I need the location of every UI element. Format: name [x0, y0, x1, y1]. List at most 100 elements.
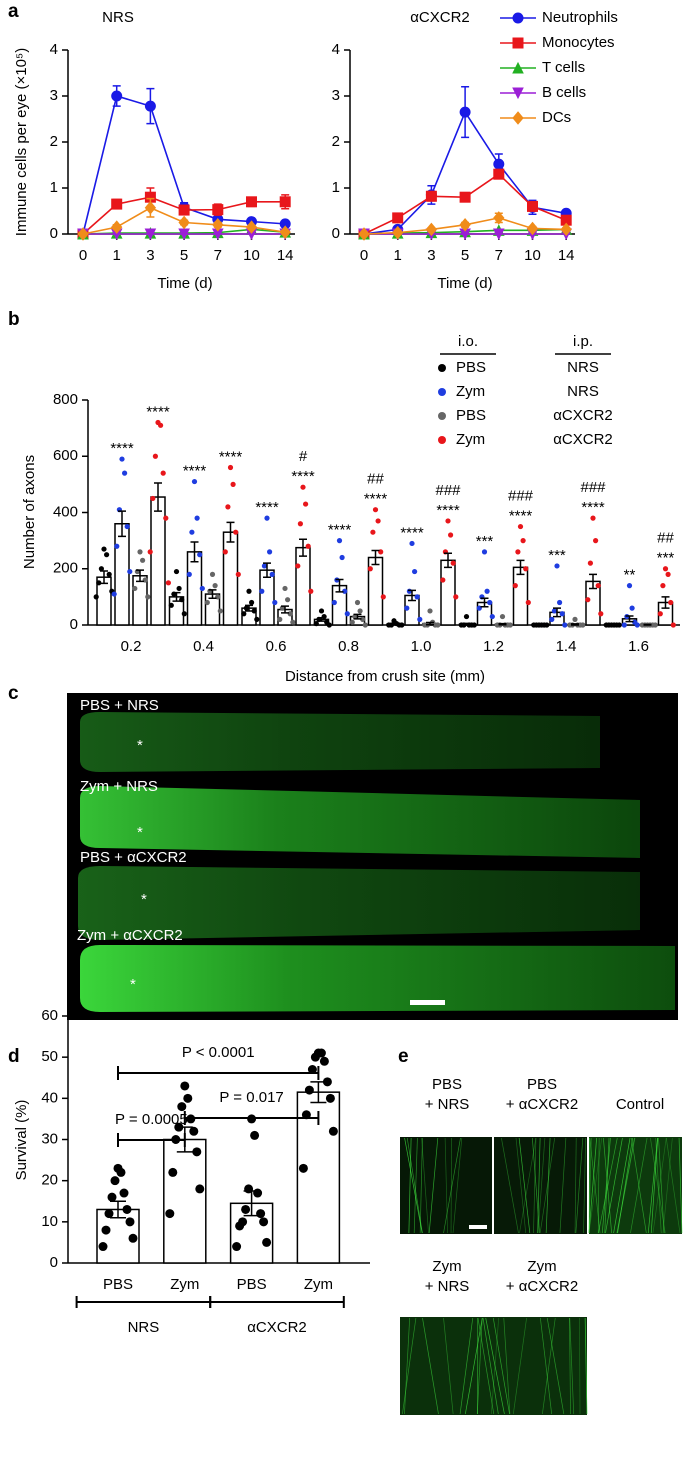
fiber — [630, 1137, 648, 1234]
x-tick-label: 1.0 — [411, 638, 432, 655]
x-tick-label: 1.4 — [556, 638, 577, 655]
significance-stars: **** — [291, 468, 315, 485]
data-point — [132, 585, 138, 592]
data-point — [626, 583, 633, 589]
fiber — [452, 1137, 463, 1234]
error-bar — [589, 573, 597, 590]
significance-stars: **** — [436, 502, 460, 519]
legend-label: Zym — [456, 383, 485, 400]
error-bar — [208, 589, 217, 600]
significance-stars: **** — [509, 508, 533, 525]
x-tick-label: 5 — [461, 247, 469, 264]
data-point — [304, 1085, 314, 1095]
x-tick-label: 0 — [360, 247, 368, 264]
data-point — [195, 1184, 205, 1194]
data-point — [331, 599, 337, 606]
data-point — [168, 602, 174, 608]
x-tick-label: Zym — [170, 1276, 199, 1293]
data-point — [165, 1209, 175, 1219]
data-point — [307, 1065, 317, 1075]
bar — [114, 523, 130, 626]
marker — [279, 225, 291, 239]
fiber — [537, 1137, 541, 1234]
panel-label: b — [8, 309, 20, 330]
fiber — [404, 1317, 411, 1415]
fiber — [665, 1137, 681, 1234]
y-tick-label: 50 — [41, 1048, 58, 1065]
marker — [493, 168, 505, 180]
fiber — [515, 1137, 527, 1234]
image-tile — [400, 1317, 587, 1415]
y-tick-label: 200 — [53, 560, 78, 577]
data-point — [412, 568, 418, 575]
data-point — [380, 594, 386, 600]
x-tick-label: Zym — [304, 1276, 333, 1293]
data-point — [448, 532, 454, 538]
y-tick-label: 30 — [41, 1130, 58, 1147]
data-point — [515, 549, 521, 555]
marker — [144, 228, 157, 241]
group-bracket — [209, 1296, 345, 1308]
error-bar — [100, 570, 108, 585]
fiber — [588, 1137, 591, 1234]
data-point — [297, 521, 303, 527]
y-tick-label: 40 — [41, 1089, 58, 1106]
x-tick-label: 10 — [243, 247, 260, 264]
data-point — [232, 1242, 242, 1252]
fiber — [490, 1317, 500, 1415]
nerve — [80, 712, 600, 772]
marker — [493, 211, 505, 225]
data-point — [362, 622, 368, 628]
fiber — [603, 1137, 612, 1234]
data-point — [587, 560, 594, 566]
legend-label: Zym — [456, 431, 485, 448]
data-point — [189, 529, 195, 535]
data-point — [300, 484, 306, 490]
image-label: + αCXCR2 — [506, 1278, 578, 1295]
legend-marker — [438, 388, 446, 396]
marker — [560, 222, 572, 237]
data-point — [192, 1147, 202, 1157]
fiber — [588, 1137, 598, 1234]
marker — [459, 218, 471, 232]
error-bar — [299, 538, 307, 557]
data-point — [357, 608, 363, 614]
data-point — [489, 613, 495, 620]
y-tick-label: 3 — [332, 87, 340, 104]
fiber — [604, 1137, 610, 1234]
image-label: PBS — [527, 1076, 557, 1093]
data-point — [372, 507, 379, 513]
data-point — [249, 599, 255, 606]
data-point — [264, 515, 270, 521]
fiber — [402, 1317, 417, 1415]
y-axis-label: Survival (%) — [13, 1100, 30, 1181]
chart-title: NRS — [102, 9, 134, 26]
fiber — [421, 1137, 429, 1234]
crush-site-marker: * — [130, 976, 136, 993]
data-point — [562, 622, 568, 628]
data-point — [370, 529, 376, 535]
data-point — [241, 611, 247, 617]
image-label: PBS + αCXCR2 — [80, 849, 187, 866]
x-tick-label: 7 — [214, 247, 222, 264]
fiber — [662, 1137, 673, 1234]
data-point — [160, 470, 166, 476]
data-point — [119, 1188, 129, 1198]
data-point — [551, 608, 558, 614]
data-point — [298, 1163, 308, 1173]
fiber — [476, 1317, 483, 1415]
x-tick-label: 0.2 — [121, 638, 142, 655]
data-point — [512, 583, 518, 589]
x-tick-label: 1.2 — [483, 638, 504, 655]
bar — [222, 531, 239, 626]
error-bar — [426, 621, 434, 626]
fiber — [569, 1317, 571, 1415]
error-bar — [371, 549, 380, 566]
significance-hashes: ### — [508, 488, 534, 505]
data-point — [557, 599, 563, 606]
bar — [440, 559, 456, 626]
fiber — [559, 1137, 567, 1234]
panel-label: e — [398, 1046, 409, 1067]
fiber — [574, 1137, 577, 1234]
legend-marker — [438, 436, 446, 444]
